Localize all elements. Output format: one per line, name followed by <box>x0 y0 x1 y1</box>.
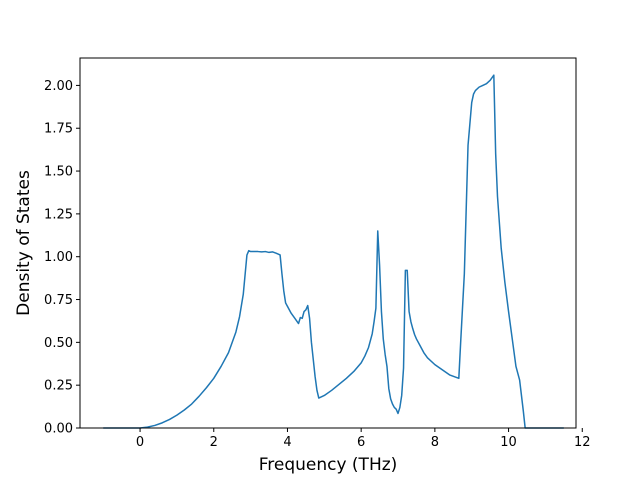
x-tick-label: 10 <box>500 435 517 450</box>
y-tick-label: 1.75 <box>44 122 73 137</box>
y-tick-label: 2.00 <box>44 79 73 94</box>
x-axis-label: Frequency (THz) <box>259 455 398 475</box>
y-tick-label: 1.50 <box>44 165 73 180</box>
y-tick-label: 1.25 <box>44 207 73 222</box>
y-tick-label: 0.00 <box>44 422 73 437</box>
y-tick-label: 0.75 <box>44 293 73 308</box>
y-tick-label: 1.00 <box>44 250 73 265</box>
x-tick-label: 0 <box>136 435 144 450</box>
x-tick-label: 4 <box>283 435 291 450</box>
plot-background <box>80 58 576 428</box>
plot-frame <box>79 57 577 429</box>
x-tick-label: 12 <box>574 435 591 450</box>
y-axis-label: Density of States <box>14 170 34 316</box>
dos-series-line-0 <box>103 74 564 429</box>
y-tick-label: 0.50 <box>44 336 73 351</box>
y-tick-label: 0.25 <box>44 379 73 394</box>
x-tick-label: 8 <box>431 435 439 450</box>
x-tick-label: 2 <box>210 435 218 450</box>
x-tick-label: 6 <box>357 435 365 450</box>
